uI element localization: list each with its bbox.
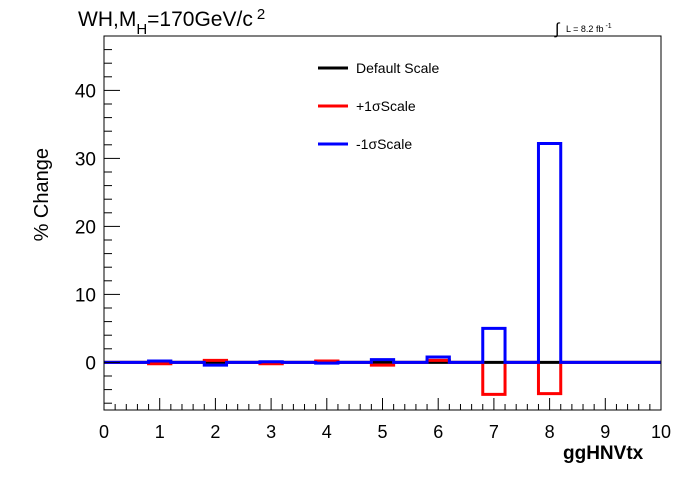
y-tick-label: 10 <box>75 285 96 306</box>
lumi-superscript: -1 <box>605 23 611 30</box>
x-tick-label: 10 <box>651 422 671 442</box>
legend-label: Default Scale <box>356 60 439 76</box>
axis-layer: 0 1 2 3 4 5 6 7 8 9 10 0 10 20 30 40 <box>75 35 671 442</box>
x-tick-label: 4 <box>322 422 332 442</box>
y-axis-label: % Change <box>31 148 53 241</box>
x-tick-label: 6 <box>433 422 443 442</box>
legend: Default Scale +1σScale -1σScale <box>318 60 439 152</box>
series-layer <box>104 141 661 396</box>
plot-title: WH,MH=170GeV/c 2 <box>78 6 265 38</box>
legend-label: +1σScale <box>356 98 416 114</box>
y-tick-label: 40 <box>75 81 96 102</box>
x-tick-label: 9 <box>600 422 610 442</box>
y-tick-label: 0 <box>85 353 96 374</box>
x-tick-label: 3 <box>266 422 276 442</box>
legend-label: -1σScale <box>356 136 412 152</box>
series-line-1 <box>104 358 661 396</box>
title-main: WH,M <box>78 8 136 31</box>
lumi-label: L = 8.2 fb -1 <box>566 23 612 34</box>
lumi-text: L = 8.2 fb <box>566 24 603 34</box>
x-tick-label: 1 <box>155 422 165 442</box>
plot-frame <box>103 35 662 411</box>
x-tick-label: 5 <box>377 422 387 442</box>
lumi-integral: ∫ <box>554 21 561 38</box>
y-tick-label: 20 <box>75 217 96 238</box>
x-axis-label: ggHNVtx <box>563 443 644 464</box>
title-superscript: 2 <box>257 6 265 23</box>
y-tick-label: 30 <box>75 149 96 170</box>
series-line-2 <box>104 141 661 367</box>
x-tick-label: 7 <box>489 422 499 442</box>
title-rest: =170GeV/c <box>147 8 253 31</box>
x-tick-label: 0 <box>99 422 109 442</box>
title-subscript: H <box>136 21 147 38</box>
x-tick-label: 2 <box>210 422 220 442</box>
x-tick-label: 8 <box>545 422 555 442</box>
